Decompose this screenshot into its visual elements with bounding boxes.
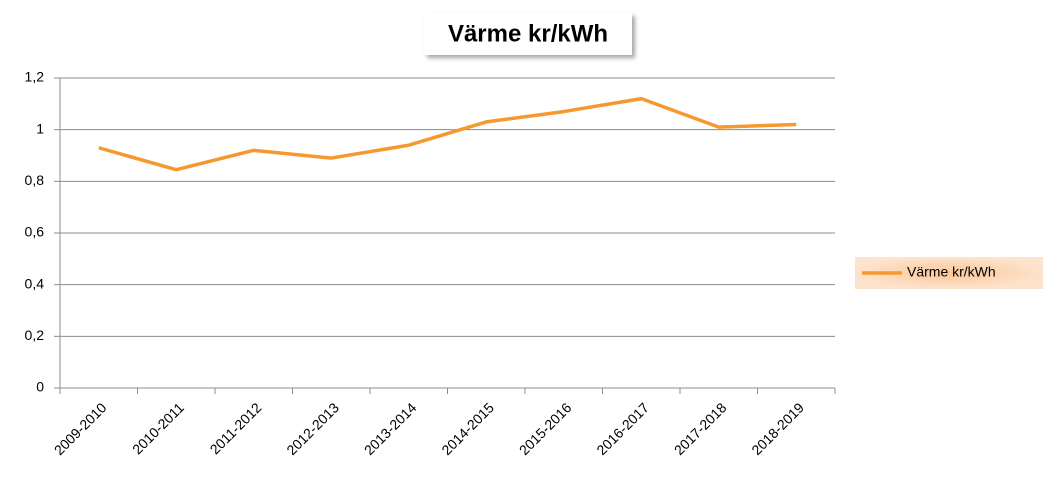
y-tick-label: 1 bbox=[36, 120, 44, 136]
y-tick-label: 0,4 bbox=[25, 275, 45, 291]
x-tick-label: 2018-2019 bbox=[748, 399, 807, 458]
legend-label: Värme kr/kWh bbox=[907, 264, 996, 280]
x-tick-label: 2017-2018 bbox=[671, 399, 730, 458]
x-tick-label: 2014-2015 bbox=[438, 399, 497, 458]
x-tick-label: 2015-2016 bbox=[516, 399, 575, 458]
y-tick-label: 0,2 bbox=[25, 327, 45, 343]
title-box bbox=[424, 13, 632, 55]
line-series bbox=[98, 96, 797, 172]
x-tick-label: 2012-2013 bbox=[283, 399, 342, 458]
chart-title: Värme kr/kWh bbox=[448, 20, 608, 47]
x-tick-label: 2011-2012 bbox=[207, 399, 265, 457]
y-tick-label: 0,6 bbox=[25, 224, 45, 240]
x-tick-label: 2009-2010 bbox=[51, 399, 110, 458]
x-tick-label: 2016-2017 bbox=[593, 399, 652, 458]
y-tick-label: 0,8 bbox=[25, 172, 45, 188]
y-tick-label: 1,2 bbox=[25, 69, 45, 85]
x-tick-label: 2013-2014 bbox=[361, 399, 420, 458]
x-tick-label: 2010-2011 bbox=[129, 399, 187, 457]
y-tick-label: 0 bbox=[36, 379, 44, 395]
